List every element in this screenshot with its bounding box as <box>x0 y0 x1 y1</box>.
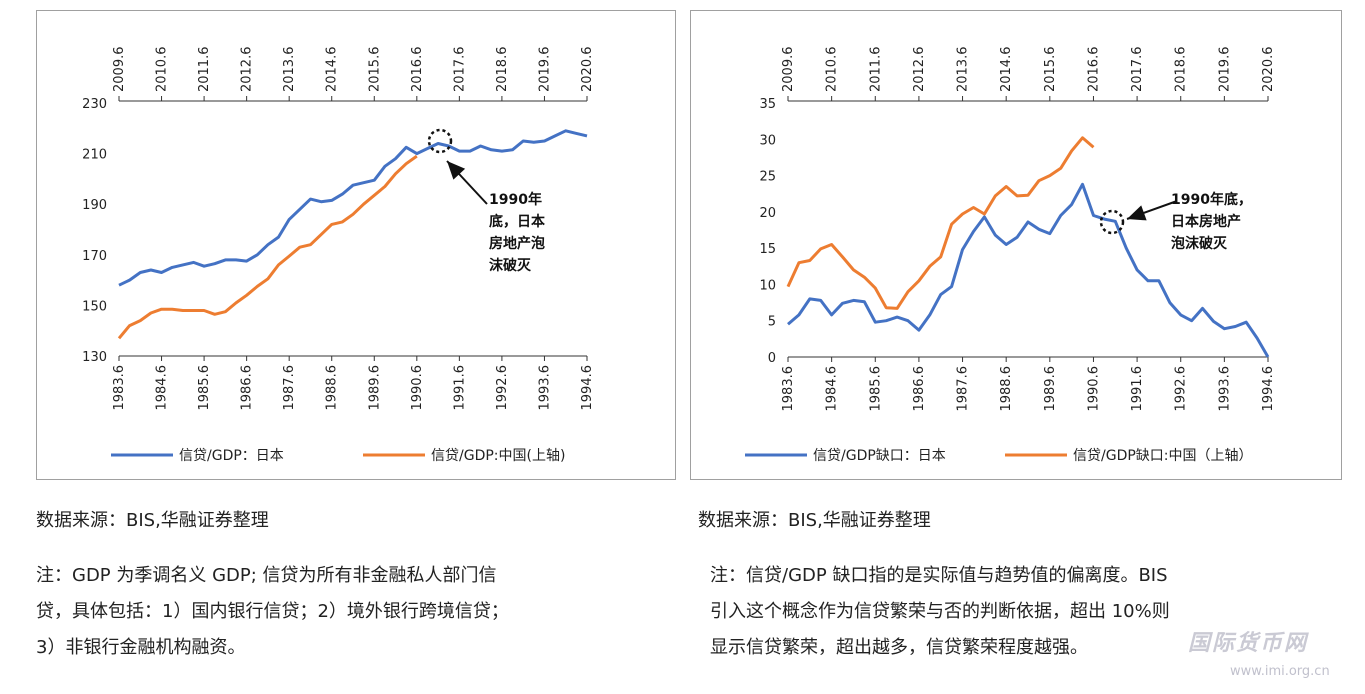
right-x-tick-label: 1988.6 <box>999 366 1014 412</box>
left-annotation-text: 房地产泡 <box>489 235 545 252</box>
left-x-tick-label: 1986.6 <box>240 365 255 411</box>
left-x-tick-label: 1988.6 <box>325 365 340 411</box>
right-series-china-line <box>786 136 1095 310</box>
right-legend-label: 信贷/GDP缺口：日本 <box>813 448 946 464</box>
right-arrow-head <box>1127 205 1147 221</box>
left-top-tick-label: 2018.6 <box>495 47 510 92</box>
right-top-tick-label: 2017.6 <box>1130 47 1145 93</box>
right-y-tick-label: 15 <box>759 242 776 257</box>
right-y-tick-label: 25 <box>759 170 776 185</box>
left-top-tick-label: 2014.6 <box>325 47 340 93</box>
right-source-text: 数据来源：BIS,华融证券整理 <box>698 510 931 531</box>
left-y-tick-label: 190 <box>82 198 107 213</box>
left-top-tick-label: 2012.6 <box>240 47 255 92</box>
left-top-tick-label: 2019.6 <box>537 46 552 92</box>
right-series-japan-line <box>787 182 1270 358</box>
right-annotation-text: 日本房地产 <box>1171 213 1241 230</box>
right-y-tick-label: 10 <box>759 278 776 293</box>
left-top-tick-label: 2020.6 <box>580 47 595 93</box>
left-note-line: 3）非银行金融机构融资。 <box>36 637 246 658</box>
right-top-tick-label: 2019.6 <box>1217 47 1232 93</box>
right-top-tick-label: 2013.6 <box>956 47 971 93</box>
right-top-tick-label: 2010.6 <box>825 47 840 93</box>
right-highlight-circle <box>1099 209 1125 235</box>
left-source-text: 数据来源：BIS,华融证券整理 <box>36 510 269 531</box>
right-chart: 35 30 25 20 15 10 5 0 1983.6 1984.6 1985.6 1986.6 19… <box>745 46 1276 464</box>
right-top-tick-label: 2016.6 <box>1086 47 1101 93</box>
left-x-tick-label: 1993.6 <box>537 365 552 411</box>
right-y-tick-label: 30 <box>759 133 776 148</box>
left-annotation-text: 1990年 <box>489 191 542 208</box>
right-chart-panel: 35 30 25 20 15 10 5 0 1983.6 1984.6 1985.6 1986.6 19… <box>690 10 1342 480</box>
right-top-tick-label: 2018.6 <box>1174 46 1189 92</box>
left-series-japan-line <box>118 129 588 287</box>
right-annotation-text: 泡沫破灭 <box>1171 235 1228 252</box>
right-x-tick-label: 1983.6 <box>781 366 796 412</box>
right-top-tick-label: 2012.6 <box>912 47 927 93</box>
left-y-tick-label: 170 <box>82 249 107 264</box>
right-x-tick-label: 1985.6 <box>868 366 883 412</box>
right-note: 注：信贷/GDP 缺口指的是实际值与趋势值的偏离度。BIS 引入这个概念作为信贷… <box>710 558 1170 666</box>
right-y-tick-label: 0 <box>768 351 776 366</box>
right-x-tick-label: 1990.6 <box>1086 366 1101 412</box>
left-top-tick-label: 2016.6 <box>410 47 425 93</box>
left-note-line: 贷，具体包括：1）国内银行信贷；2）境外银行跨境信贷； <box>36 601 509 622</box>
left-top-tick-label: 2011.6 <box>197 47 212 93</box>
left-annotation-text: 沫破灭 <box>489 257 532 274</box>
left-x-tick-label: 1990.6 <box>410 365 425 411</box>
watermark-url: www.imi.org.cn <box>1230 664 1330 679</box>
left-top-tick-label: 2015.6 <box>367 47 382 93</box>
left-x-tick-label: 1992.6 <box>495 365 510 411</box>
left-annotation-text: 底，日本 <box>489 213 546 230</box>
right-note-line: 引入这个概念作为信贷繁荣与否的判断依据，超出 10%则 <box>710 601 1170 622</box>
left-series-china-line <box>117 154 418 340</box>
right-note-line: 显示信贷繁荣，超出越多，信贷繁荣程度越强。 <box>710 637 1088 658</box>
left-x-tick-label: 1987.6 <box>282 365 297 411</box>
right-top-tick-label: 2014.6 <box>999 47 1014 93</box>
right-x-tick-label: 1989.6 <box>1043 366 1058 412</box>
right-x-tick-label: 1992.6 <box>1174 366 1189 412</box>
right-top-tick-label: 2011.6 <box>868 47 883 93</box>
left-x-tick-label: 1983.6 <box>112 365 127 411</box>
left-x-tick-label: 1994.6 <box>580 365 595 411</box>
left-chart: 230 210 190 170 150 130 1983.6 1984.6 1985.6 1986… <box>82 46 595 464</box>
left-note-line: 注：GDP 为季调名义 GDP; 信贷为所有非金融私人部门信 <box>36 565 497 586</box>
watermark-logo: 国际货币网 <box>1188 631 1309 656</box>
right-annotation-text: 1990年底， <box>1171 191 1252 208</box>
left-y-tick-label: 210 <box>82 148 107 163</box>
right-x-tick-label: 1987.6 <box>956 366 971 412</box>
left-legend-label: 信贷/GDP:中国(上轴) <box>431 448 565 464</box>
left-y-tick-label: 150 <box>82 299 107 314</box>
left-y-tick-label: 230 <box>82 97 107 112</box>
left-chart-panel: 230 210 190 170 150 130 1983.6 1984.6 1985.6 1986… <box>36 10 676 480</box>
left-top-tick-label: 2010.6 <box>155 47 170 93</box>
right-x-tick-label: 1986.6 <box>912 366 927 412</box>
left-note: 注：GDP 为季调名义 GDP; 信贷为所有非金融私人部门信 贷，具体包括：1）… <box>36 558 509 666</box>
left-arrow-head <box>447 161 466 180</box>
left-top-tick-label: 2009.6 <box>112 47 127 93</box>
right-top-tick-label: 2009.6 <box>781 47 796 93</box>
right-top-tick-label: 2020.6 <box>1261 47 1276 93</box>
left-x-tick-label: 1985.6 <box>197 365 212 411</box>
right-x-tick-label: 1994.6 <box>1261 366 1276 412</box>
left-legend-label: 信贷/GDP：日本 <box>179 448 284 464</box>
right-y-tick-label: 5 <box>768 315 776 330</box>
right-top-tick-label: 2015.6 <box>1043 47 1058 93</box>
right-legend-label: 信贷/GDP缺口:中国（上轴） <box>1073 448 1253 464</box>
right-x-tick-label: 1991.6 <box>1130 366 1145 412</box>
right-y-tick-label: 35 <box>759 97 776 112</box>
right-y-tick-label: 20 <box>759 206 776 221</box>
right-note-line: 注：信贷/GDP 缺口指的是实际值与趋势值的偏离度。BIS <box>710 565 1168 586</box>
left-y-tick-label: 130 <box>82 350 107 365</box>
left-x-tick-label: 1984.6 <box>155 365 170 411</box>
right-x-tick-label: 1984.6 <box>825 366 840 412</box>
left-highlight-circle <box>427 128 453 154</box>
right-x-tick-label: 1993.6 <box>1217 366 1232 412</box>
left-x-tick-label: 1989.6 <box>367 365 382 411</box>
left-top-tick-label: 2013.6 <box>282 47 297 93</box>
left-x-tick-label: 1991.6 <box>452 365 467 411</box>
left-top-tick-label: 2017.6 <box>452 47 467 93</box>
